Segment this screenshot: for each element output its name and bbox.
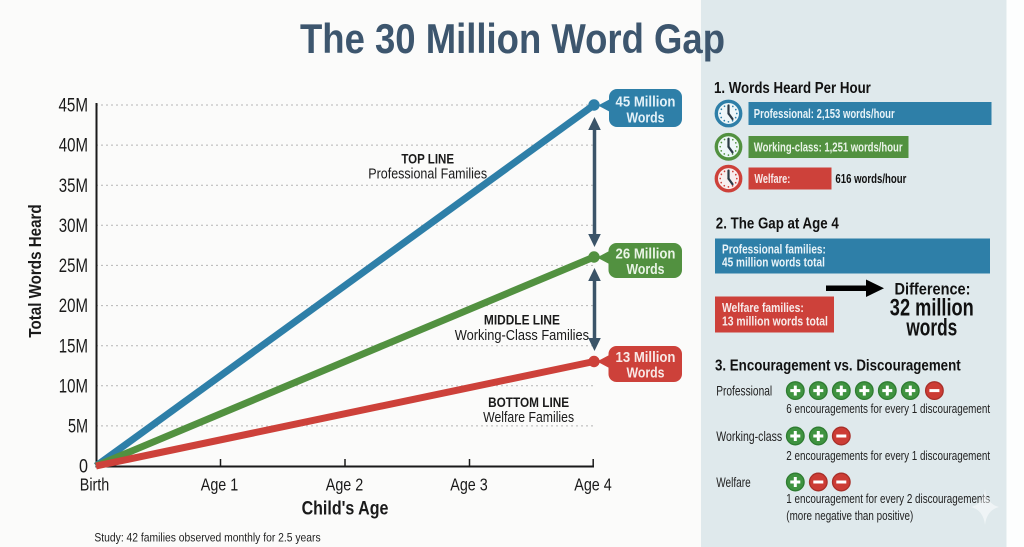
svg-text:Words: Words: [627, 110, 665, 126]
svg-text:MIDDLE LINE: MIDDLE LINE: [484, 312, 560, 328]
svg-text:Age 1: Age 1: [201, 476, 239, 495]
svg-text:13 Million: 13 Million: [616, 348, 676, 365]
svg-text:45 million words total: 45 million words total: [722, 257, 825, 270]
svg-text:Professional Families: Professional Families: [368, 164, 487, 181]
svg-text:Difference:: Difference:: [895, 281, 971, 299]
svg-text:Study: 42 families observed mo: Study: 42 families observed monthly for …: [94, 532, 321, 545]
svg-text:3. Encouragement vs. Discourag: 3. Encouragement vs. Discouragement: [715, 358, 961, 375]
svg-text:40M: 40M: [59, 135, 88, 156]
svg-text:Welfare families:: Welfare families:: [722, 302, 804, 315]
svg-text:1 encouragement for every 2 di: 1 encouragement for every 2 discourageme…: [786, 493, 990, 506]
svg-text:Welfare Families: Welfare Families: [483, 409, 574, 425]
svg-text:The 30 Million Word Gap: The 30 Million Word Gap: [300, 16, 725, 63]
svg-text:Birth: Birth: [80, 476, 110, 495]
svg-text:13 million words total: 13 million words total: [722, 316, 828, 329]
svg-text:2. The Gap at Age 4: 2. The Gap at Age 4: [716, 215, 839, 232]
svg-text:Welfare:: Welfare:: [754, 173, 790, 187]
svg-text:Professional: Professional: [716, 383, 772, 399]
svg-text:616 words/hour: 616 words/hour: [835, 173, 906, 187]
svg-text:Working-class: Working-class: [716, 429, 782, 445]
svg-text:Total Words Heard: Total Words Heard: [25, 204, 46, 337]
svg-text:Welfare: Welfare: [716, 474, 751, 490]
svg-text:Child's Age: Child's Age: [302, 497, 389, 519]
svg-text:45M: 45M: [58, 94, 88, 116]
svg-text:5M: 5M: [68, 416, 88, 437]
svg-text:Working-class: 1,251 words/hou: Working-class: 1,251 words/hour: [754, 141, 903, 155]
svg-text:Professional families:: Professional families:: [722, 244, 826, 257]
svg-text:BOTTOM LINE: BOTTOM LINE: [488, 394, 569, 410]
svg-text:15M: 15M: [59, 336, 88, 357]
svg-text:1. Words Heard Per Hour: 1. Words Heard Per Hour: [714, 80, 871, 97]
svg-text:Words: Words: [627, 365, 665, 381]
svg-text:words: words: [906, 315, 958, 341]
svg-text:Age 3: Age 3: [450, 476, 488, 495]
svg-text:30M: 30M: [59, 215, 88, 236]
svg-text:(more negative than positive): (more negative than positive): [786, 510, 913, 523]
svg-text:Professional: 2,153 words/hour: Professional: 2,153 words/hour: [754, 108, 895, 122]
svg-text:20M: 20M: [59, 295, 88, 316]
svg-text:Age 2: Age 2: [326, 476, 364, 495]
svg-text:32 million: 32 million: [890, 294, 974, 321]
svg-text:TOP LINE: TOP LINE: [401, 150, 454, 166]
svg-text:Age 4: Age 4: [574, 476, 612, 495]
svg-text:26 Million: 26 Million: [616, 245, 676, 262]
svg-text:25M: 25M: [59, 255, 88, 276]
svg-text:Working-Class Families: Working-Class Families: [455, 326, 589, 343]
svg-text:6 encouragements for every 1 d: 6 encouragements for every 1 discouragem…: [786, 403, 991, 416]
svg-text:0: 0: [79, 455, 88, 477]
svg-text:35M: 35M: [59, 175, 88, 196]
svg-text:10M: 10M: [59, 376, 88, 397]
svg-text:2 encouragements for every 1 d: 2 encouragements for every 1 discouragem…: [786, 450, 991, 463]
svg-text:Words: Words: [627, 261, 665, 277]
svg-text:45 Million: 45 Million: [616, 93, 676, 110]
